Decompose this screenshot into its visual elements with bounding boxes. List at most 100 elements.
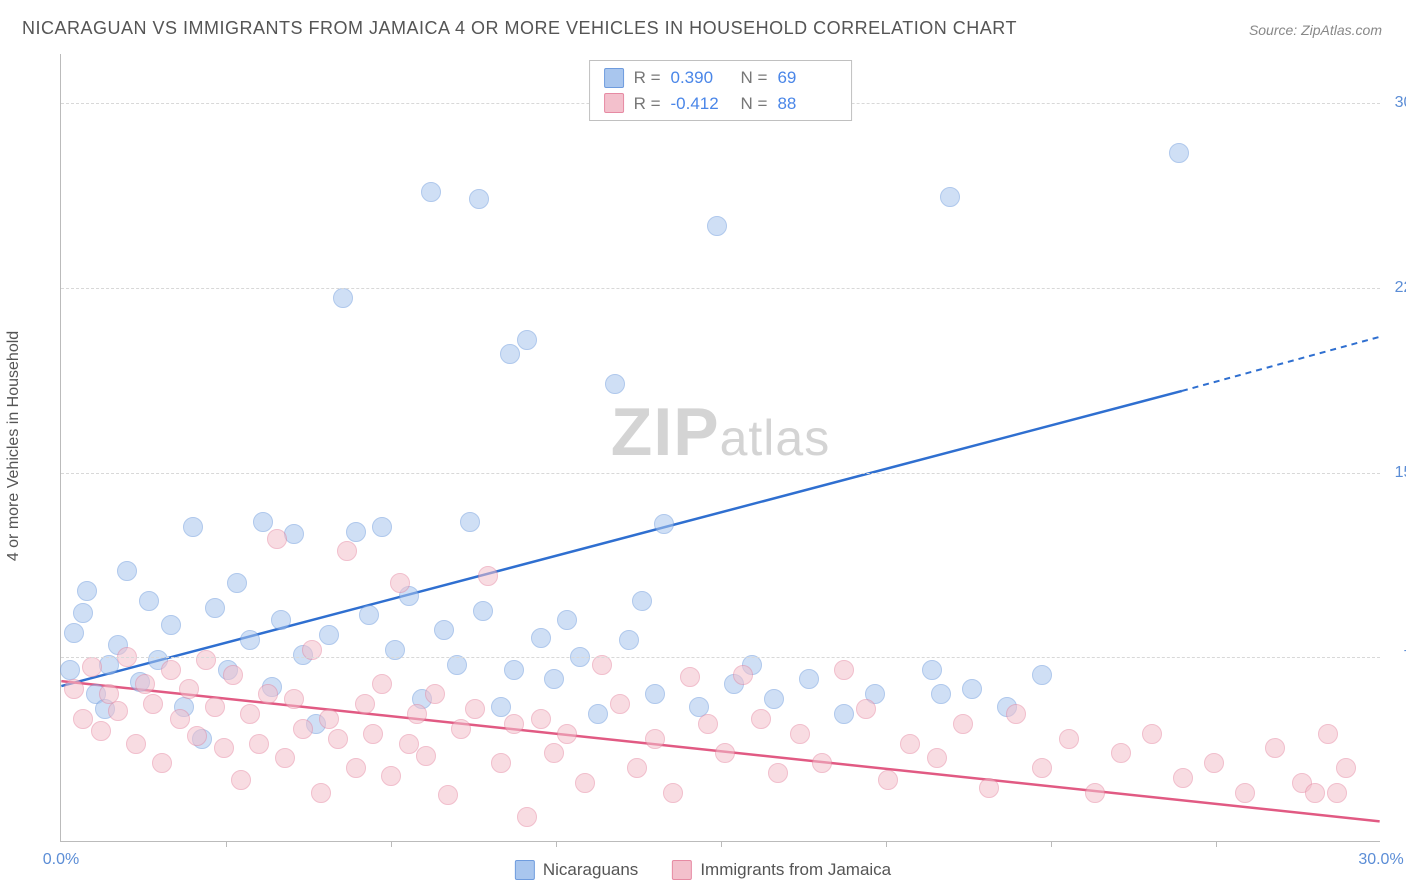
scatter-point	[575, 773, 595, 793]
scatter-point	[390, 573, 410, 593]
scatter-point	[531, 628, 551, 648]
scatter-point	[834, 660, 854, 680]
scatter-point	[293, 719, 313, 739]
scatter-point	[267, 529, 287, 549]
x-tick-minor	[226, 841, 227, 847]
scatter-point	[680, 667, 700, 687]
scatter-point	[337, 541, 357, 561]
y-tick-label: 15.0%	[1384, 464, 1406, 482]
scatter-point	[812, 753, 832, 773]
scatter-point	[1327, 783, 1347, 803]
scatter-point	[205, 697, 225, 717]
scatter-point	[258, 684, 278, 704]
scatter-point	[1173, 768, 1193, 788]
scatter-point	[381, 766, 401, 786]
scatter-point	[73, 709, 93, 729]
scatter-point	[1169, 143, 1189, 163]
scatter-point	[491, 753, 511, 773]
scatter-point	[425, 684, 445, 704]
trend-line-extrapolated	[1182, 337, 1380, 391]
watermark-atlas: atlas	[720, 410, 831, 466]
scatter-point	[196, 650, 216, 670]
x-tick-label: 30.0%	[1358, 851, 1403, 869]
scatter-point	[421, 182, 441, 202]
x-tick-label: 0.0%	[43, 851, 79, 869]
plot-area: R = 0.390 N = 69 R = -0.412 N = 88 ZIPat…	[60, 54, 1380, 842]
scatter-point	[143, 694, 163, 714]
scatter-point	[698, 714, 718, 734]
scatter-point	[108, 701, 128, 721]
y-tick-label: 22.5%	[1384, 279, 1406, 297]
scatter-point	[240, 704, 260, 724]
scatter-point	[253, 512, 273, 532]
scatter-point	[223, 665, 243, 685]
scatter-point	[359, 605, 379, 625]
scatter-point	[82, 657, 102, 677]
scatter-point	[1032, 758, 1052, 778]
scatter-point	[319, 709, 339, 729]
scatter-point	[311, 783, 331, 803]
scatter-point	[1336, 758, 1356, 778]
scatter-point	[117, 561, 137, 581]
scatter-point	[465, 699, 485, 719]
scatter-point	[627, 758, 647, 778]
scatter-point	[231, 770, 251, 790]
scatter-point	[170, 709, 190, 729]
scatter-point	[205, 598, 225, 618]
legend-label: Immigrants from Jamaica	[700, 860, 891, 880]
x-tick-minor	[556, 841, 557, 847]
scatter-point	[605, 374, 625, 394]
scatter-point	[227, 573, 247, 593]
y-tick-label: 7.5%	[1384, 648, 1406, 666]
scatter-point	[654, 514, 674, 534]
scatter-point	[363, 724, 383, 744]
scatter-point	[799, 669, 819, 689]
scatter-point	[179, 679, 199, 699]
legend-row-series-0: R = 0.390 N = 69	[604, 65, 838, 91]
scatter-point	[504, 714, 524, 734]
scatter-point	[751, 709, 771, 729]
scatter-point	[557, 610, 577, 630]
scatter-point	[271, 610, 291, 630]
scatter-point	[1111, 743, 1131, 763]
scatter-point	[434, 620, 454, 640]
scatter-point	[619, 630, 639, 650]
scatter-point	[77, 581, 97, 601]
scatter-point	[161, 660, 181, 680]
watermark-zip: ZIP	[611, 394, 720, 470]
scatter-point	[346, 522, 366, 542]
scatter-point	[645, 729, 665, 749]
scatter-point	[1006, 704, 1026, 724]
scatter-point	[478, 566, 498, 586]
source-attribution: Source: ZipAtlas.com	[1249, 22, 1382, 38]
scatter-point	[856, 699, 876, 719]
n-label: N =	[741, 65, 768, 91]
scatter-point	[764, 689, 784, 709]
n-value-0: 69	[777, 65, 837, 91]
scatter-point	[372, 674, 392, 694]
scatter-point	[1235, 783, 1255, 803]
scatter-point	[73, 603, 93, 623]
legend-item: Immigrants from Jamaica	[672, 860, 891, 880]
scatter-point	[517, 807, 537, 827]
chart-title: NICARAGUAN VS IMMIGRANTS FROM JAMAICA 4 …	[22, 18, 1017, 39]
scatter-point	[834, 704, 854, 724]
scatter-point	[922, 660, 942, 680]
scatter-point	[544, 669, 564, 689]
legend-row-series-1: R = -0.412 N = 88	[604, 91, 838, 117]
scatter-point	[979, 778, 999, 798]
x-tick-minor	[886, 841, 887, 847]
legend-item: Nicaraguans	[515, 860, 638, 880]
scatter-point	[927, 748, 947, 768]
series-legend: Nicaraguans Immigrants from Jamaica	[515, 860, 891, 880]
scatter-point	[940, 187, 960, 207]
scatter-point	[187, 726, 207, 746]
scatter-point	[214, 738, 234, 758]
legend-swatch	[672, 860, 692, 880]
scatter-point	[64, 623, 84, 643]
scatter-point	[333, 288, 353, 308]
scatter-point	[126, 734, 146, 754]
scatter-point	[1204, 753, 1224, 773]
scatter-point	[531, 709, 551, 729]
scatter-point	[632, 591, 652, 611]
